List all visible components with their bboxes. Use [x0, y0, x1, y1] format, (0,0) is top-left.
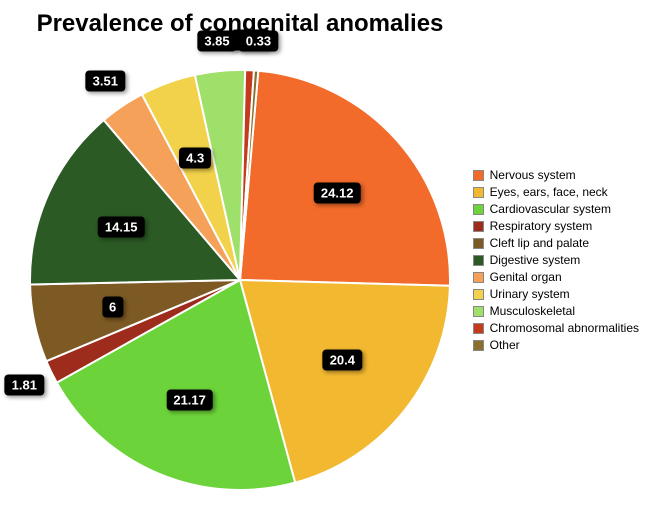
- legend-label: Eyes, ears, face, neck: [490, 185, 608, 199]
- legend-item: Eyes, ears, face, neck: [473, 185, 639, 199]
- value-label: 0.33: [239, 30, 278, 51]
- pie-slice: [240, 71, 450, 286]
- legend-swatch: [473, 221, 484, 232]
- legend-label: Respiratory system: [490, 219, 593, 233]
- legend-label: Genital organ: [490, 270, 562, 284]
- legend-label: Musculoskeletal: [490, 304, 575, 318]
- legend-swatch: [473, 340, 484, 351]
- legend-swatch: [473, 238, 484, 249]
- value-label: 24.12: [314, 183, 361, 204]
- value-label: 14.15: [98, 216, 145, 237]
- legend-item: Genital organ: [473, 270, 639, 284]
- legend-swatch: [473, 204, 484, 215]
- legend-swatch: [473, 323, 484, 334]
- legend-label: Chromosomal abnormalities: [490, 321, 639, 335]
- legend: Nervous system Eyes, ears, face, neck Card…: [473, 165, 639, 355]
- legend-item: Chromosomal abnormalities: [473, 321, 639, 335]
- legend-item: Other: [473, 338, 639, 352]
- legend-item: Digestive system: [473, 253, 639, 267]
- legend-swatch: [473, 272, 484, 283]
- value-label: 20.4: [323, 350, 362, 371]
- pie-chart: 24.1220.421.171.81614.153.514.33.850.670…: [20, 60, 460, 505]
- legend-item: Cleft lip and palate: [473, 236, 639, 250]
- value-label: 3.51: [86, 71, 125, 92]
- value-label: 4.3: [179, 147, 211, 168]
- value-label: 6: [102, 297, 123, 318]
- legend-item: Musculoskeletal: [473, 304, 639, 318]
- legend-item: Nervous system: [473, 168, 639, 182]
- legend-swatch: [473, 255, 484, 266]
- pie-svg: [20, 60, 460, 500]
- legend-label: Cleft lip and palate: [490, 236, 589, 250]
- legend-label: Nervous system: [490, 168, 576, 182]
- legend-swatch: [473, 306, 484, 317]
- legend-item: Urinary system: [473, 287, 639, 301]
- legend-swatch: [473, 170, 484, 181]
- legend-label: Cardiovascular system: [490, 202, 611, 216]
- legend-item: Cardiovascular system: [473, 202, 639, 216]
- legend-label: Other: [490, 338, 520, 352]
- legend-label: Urinary system: [490, 287, 570, 301]
- value-label: 21.17: [166, 390, 213, 411]
- legend-label: Digestive system: [490, 253, 581, 267]
- legend-item: Respiratory system: [473, 219, 639, 233]
- legend-swatch: [473, 187, 484, 198]
- value-label: 1.81: [5, 375, 44, 396]
- legend-swatch: [473, 289, 484, 300]
